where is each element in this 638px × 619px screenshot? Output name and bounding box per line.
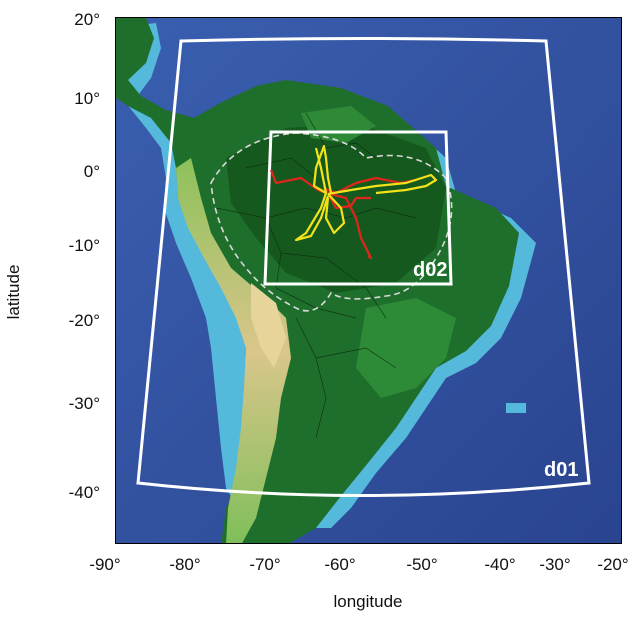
lon-tick-minus30: -30° bbox=[539, 555, 571, 574]
brazil-highlands bbox=[356, 298, 456, 398]
lon-tick-minus40: -40° bbox=[484, 555, 516, 574]
yellow-flight-tracks bbox=[294, 144, 438, 242]
d02-label: d02 bbox=[413, 259, 447, 281]
lon-tick-minus90: -90° bbox=[89, 555, 121, 574]
lon-tick-minus20: -20° bbox=[597, 555, 629, 574]
amazon-basin-outline bbox=[210, 132, 453, 312]
lat-tick-20: 20° bbox=[74, 10, 100, 29]
d01-domain-outline bbox=[136, 37, 591, 497]
lat-tick-minus10: -10° bbox=[68, 236, 100, 255]
map-panel: d01 d02 bbox=[115, 17, 622, 544]
x-axis-label: longitude bbox=[333, 592, 403, 611]
lat-tick-minus30: -30° bbox=[68, 394, 100, 413]
country-borders bbox=[215, 112, 417, 439]
guiana-highlands bbox=[301, 106, 376, 143]
altiplano bbox=[251, 283, 286, 368]
lat-tick-0: 0° bbox=[83, 162, 100, 181]
lat-tick-minus40: -40° bbox=[68, 483, 100, 502]
lat-tick-10: 10° bbox=[74, 89, 100, 108]
d01-label: d01 bbox=[544, 459, 578, 481]
y-axis-label: latitude bbox=[4, 264, 23, 320]
lon-tick-minus50: -50° bbox=[406, 555, 438, 574]
lon-tick-minus60: -60° bbox=[324, 555, 356, 574]
andes-highland bbox=[176, 158, 291, 543]
map-svg: d01 d02 bbox=[116, 18, 621, 543]
lon-tick-minus80: -80° bbox=[169, 555, 201, 574]
island-shelf bbox=[506, 403, 526, 413]
lat-tick-minus20: -20° bbox=[68, 311, 100, 330]
d02-domain-outline bbox=[263, 130, 453, 286]
lon-tick-minus70: -70° bbox=[249, 555, 281, 574]
